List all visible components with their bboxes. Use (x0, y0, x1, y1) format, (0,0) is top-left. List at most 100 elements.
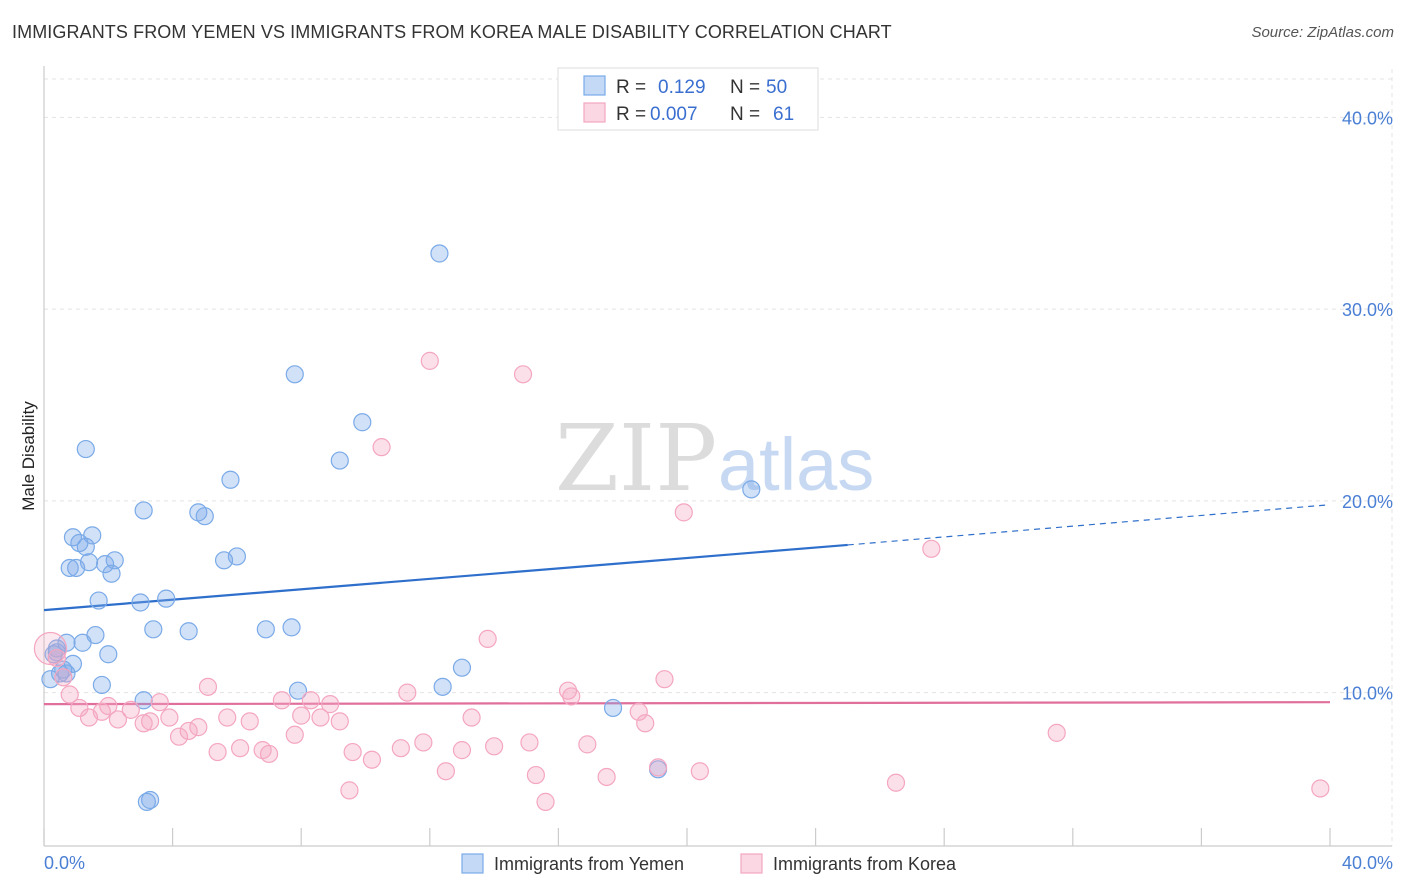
trend-line-korea (43, 701, 1331, 706)
legend-n-label-yemen: N = (730, 77, 760, 98)
series-legend-label-korea: Immigrants from Korea (773, 854, 957, 874)
point-yemen (134, 501, 153, 520)
point-korea (208, 742, 227, 762)
point-korea (47, 648, 66, 668)
point-yemen (144, 620, 163, 639)
point-korea (452, 741, 472, 760)
point-korea (372, 438, 391, 457)
point-korea (578, 735, 597, 754)
point-korea (150, 693, 169, 712)
point-korea (398, 683, 417, 702)
point-korea (558, 681, 578, 700)
legend-swatch-korea (583, 102, 606, 123)
point-yemen (137, 792, 156, 811)
source-label: Source: ZipAtlas.com (1251, 24, 1394, 41)
data-points (33, 244, 1330, 811)
point-korea (134, 714, 153, 733)
point-yemen (221, 470, 240, 489)
legend-r-label-korea: R = (616, 104, 646, 125)
series-legend: Immigrants from Yemen Immigrants from Ko… (461, 853, 957, 874)
point-yemen (282, 618, 301, 637)
y-tick-labels: 10.0% 20.0% 30.0% 40.0% (1342, 108, 1393, 703)
point-korea (240, 712, 259, 731)
point-korea (54, 668, 73, 687)
point-yemen (105, 551, 124, 570)
point-korea (321, 695, 340, 714)
point-korea (330, 712, 349, 731)
point-yemen (353, 413, 372, 432)
watermark-atlas: atlas (718, 423, 874, 506)
point-yemen (92, 675, 111, 695)
legend-r-label-yemen: R = (616, 77, 646, 98)
point-korea (414, 733, 433, 752)
point-yemen (134, 691, 153, 710)
trend-line-yemen-extension (847, 504, 1331, 546)
point-korea (536, 792, 555, 811)
point-yemen (83, 526, 102, 545)
point-korea (485, 737, 504, 756)
watermark-zip: ZIP (555, 405, 717, 512)
point-korea (436, 762, 455, 781)
point-korea (340, 781, 359, 800)
point-korea (648, 758, 668, 777)
point-yemen (330, 451, 349, 470)
point-korea (189, 718, 208, 737)
point-yemen (99, 645, 118, 664)
point-korea (362, 750, 382, 769)
point-korea (674, 503, 693, 522)
point-yemen (603, 698, 623, 718)
point-korea (655, 670, 674, 689)
point-korea (1311, 779, 1330, 798)
point-korea (420, 351, 439, 370)
point-korea (301, 691, 320, 710)
point-korea (886, 773, 906, 792)
point-yemen (89, 591, 108, 610)
point-yemen (288, 681, 308, 700)
point-korea (311, 708, 330, 727)
legend-r-value-korea: 0.007 (650, 104, 698, 125)
y-axis-label: Male Disability (19, 401, 38, 511)
point-korea (179, 721, 198, 741)
legend-n-label-korea: N = (730, 104, 760, 125)
point-yemen (76, 439, 95, 459)
point-yemen (47, 639, 66, 658)
point-yemen (86, 625, 105, 645)
point-korea (1047, 723, 1066, 742)
point-korea (922, 539, 941, 558)
point-yemen (157, 589, 176, 608)
y-tick-label: 40.0% (1342, 108, 1393, 128)
trend-line-yemen (43, 543, 848, 612)
point-korea (597, 767, 616, 787)
correlation-legend: R = 0.129 N = 50 R = 0.007 N = 61 (557, 67, 819, 131)
point-korea (259, 744, 279, 764)
point-korea (462, 708, 481, 727)
legend-r-value-yemen: 0.129 (658, 77, 706, 98)
point-yemen (63, 654, 83, 673)
point-yemen (131, 593, 150, 612)
point-korea (562, 687, 581, 706)
point-yemen (179, 622, 198, 641)
point-yemen (76, 537, 95, 556)
point-korea (629, 702, 648, 721)
point-yemen (227, 547, 246, 566)
point-korea (636, 714, 655, 733)
legend-n-value-yemen: 50 (766, 77, 787, 98)
point-korea (198, 677, 218, 696)
point-korea (478, 629, 497, 649)
point-korea (140, 712, 160, 731)
point-korea (231, 739, 250, 758)
point-korea (292, 706, 311, 725)
point-korea (121, 700, 140, 719)
point-yemen (60, 558, 79, 578)
y-tick-label: 10.0% (1342, 684, 1393, 704)
point-yemen (433, 677, 452, 696)
point-yemen (47, 643, 66, 662)
point-yemen (195, 507, 214, 526)
point-korea (60, 685, 79, 704)
point-korea (513, 365, 533, 384)
point-korea (520, 733, 539, 752)
y-tick-label: 20.0% (1342, 492, 1393, 512)
grid (44, 69, 1393, 846)
point-korea (108, 710, 128, 729)
